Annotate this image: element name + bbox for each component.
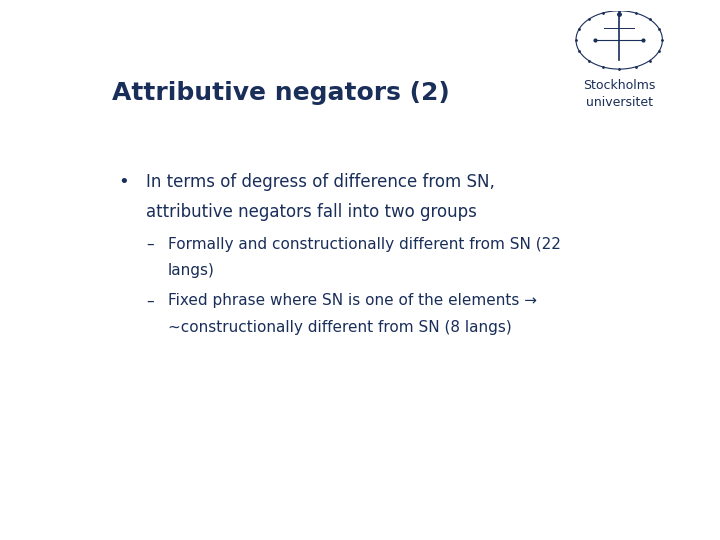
Text: ~constructionally different from SN (8 langs): ~constructionally different from SN (8 l…: [168, 320, 512, 335]
Text: universitet: universitet: [585, 96, 653, 109]
Text: Stockholms: Stockholms: [583, 79, 655, 92]
Text: Fixed phrase where SN is one of the elements →: Fixed phrase where SN is one of the elem…: [168, 294, 537, 308]
Text: attributive negators fall into two groups: attributive negators fall into two group…: [145, 203, 477, 221]
Text: Attributive negators (2): Attributive negators (2): [112, 82, 450, 105]
Text: –: –: [145, 237, 153, 252]
Text: In terms of degress of difference from SN,: In terms of degress of difference from S…: [145, 173, 495, 191]
Text: Formally and constructionally different from SN (22: Formally and constructionally different …: [168, 237, 561, 252]
Text: –: –: [145, 294, 153, 308]
Text: •: •: [118, 173, 129, 191]
Text: langs): langs): [168, 263, 215, 278]
